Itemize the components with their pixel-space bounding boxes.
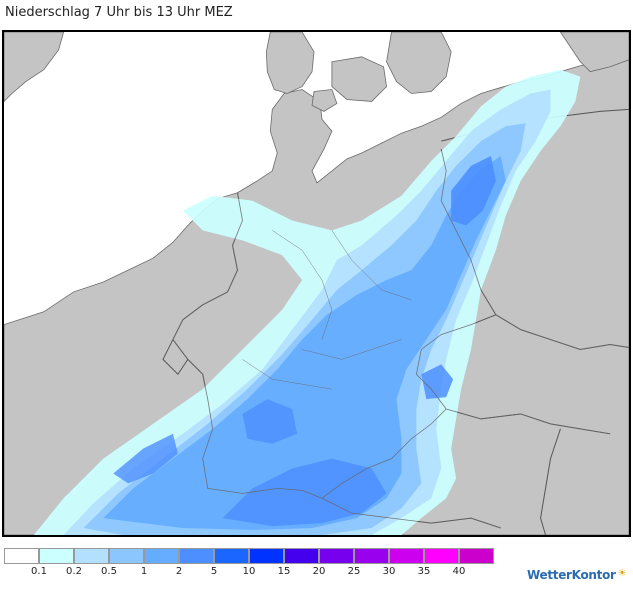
border-at-hu xyxy=(540,428,561,535)
legend-swatch xyxy=(74,548,109,564)
legend-swatch xyxy=(144,548,179,564)
legend-label: 1 xyxy=(140,566,148,577)
precip-band-1 xyxy=(103,156,506,531)
legend-swatch xyxy=(4,548,39,564)
legend-label: 0.2 xyxy=(66,566,82,577)
map-canvas xyxy=(4,32,629,535)
brand-name: WetterKontor xyxy=(527,568,616,582)
legend-swatch xyxy=(319,548,354,564)
jutland-land xyxy=(265,32,315,94)
precipitation-map xyxy=(2,30,631,537)
legend-swatch xyxy=(284,548,319,564)
legend-label: 30 xyxy=(382,566,396,577)
legend-swatch xyxy=(354,548,389,564)
border-overlay xyxy=(172,148,629,529)
legend-swatch xyxy=(214,548,249,564)
wetterkontor-logo: WetterKontor ☀ xyxy=(527,568,627,582)
uk-land xyxy=(4,32,65,103)
legend-label: 5 xyxy=(210,566,218,577)
precip-patch-2-west xyxy=(113,433,178,484)
zealand-land xyxy=(331,56,387,102)
precip-patch-2-center xyxy=(242,399,298,444)
legend-swatch xyxy=(459,548,494,564)
sweden-east-land xyxy=(559,32,629,73)
sweden-land xyxy=(386,32,452,94)
sun-cloud-icon: ☀ xyxy=(617,568,627,579)
border-lux xyxy=(162,339,189,376)
legend-label: 0.5 xyxy=(101,566,117,577)
legend-swatch xyxy=(39,548,74,564)
legend-labels: 0.1 0.2 0.5 1 2 5 10 15 20 25 30 35 40 xyxy=(0,566,633,580)
legend-swatch xyxy=(424,548,459,564)
legend-label: 15 xyxy=(277,566,291,577)
map-title: Niederschlag 7 Uhr bis 13 Uhr MEZ xyxy=(5,5,233,20)
legend-swatch xyxy=(249,548,284,564)
legend-label: 35 xyxy=(417,566,431,577)
precip-patch-2-north xyxy=(451,156,496,226)
legend-label: 20 xyxy=(312,566,326,577)
precip-patch-2-south xyxy=(222,458,387,527)
legend-swatch xyxy=(389,548,424,564)
legend-label: 10 xyxy=(242,566,256,577)
funen-land xyxy=(311,89,338,112)
legend-swatch xyxy=(179,548,214,564)
precip-patch-2-east xyxy=(421,364,454,400)
legend-label: 40 xyxy=(452,566,466,577)
legend-label: 0.1 xyxy=(31,566,47,577)
legend-swatch xyxy=(109,548,144,564)
legend-color-scale xyxy=(4,548,494,564)
precip-band-0-2 xyxy=(63,89,551,535)
legend-label: 2 xyxy=(175,566,183,577)
precip-band-0-5 xyxy=(83,123,526,535)
legend-label: 25 xyxy=(347,566,361,577)
